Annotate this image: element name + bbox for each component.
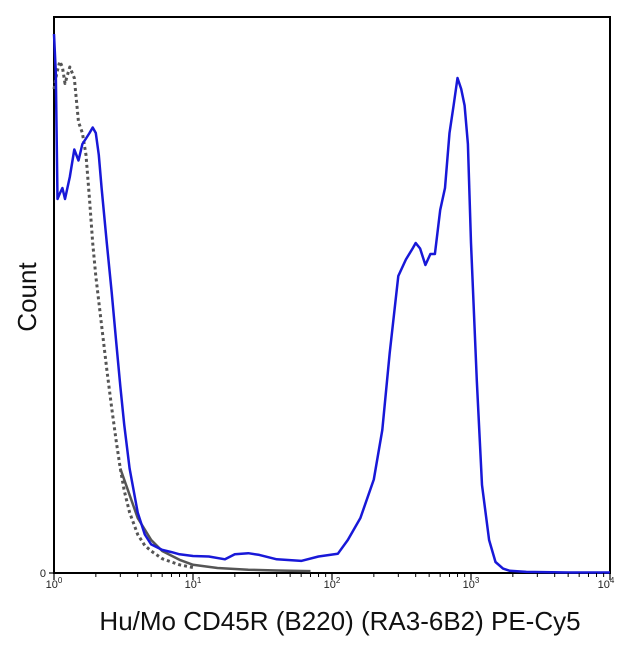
x-axis-title: Hu/Mo CD45R (B220) (RA3-6B2) PE-Cy5 xyxy=(99,606,580,636)
series-line-2 xyxy=(119,468,311,573)
y-tick-label: 0 xyxy=(40,568,46,580)
x-tick-label: 102 xyxy=(324,576,341,591)
y-axis-ticks: 0 xyxy=(40,568,54,580)
series-line-1 xyxy=(52,60,194,569)
series-layer xyxy=(52,33,610,574)
series-line-3 xyxy=(52,33,610,574)
x-tick-label: 101 xyxy=(185,576,202,591)
x-tick-label: 100 xyxy=(46,576,63,591)
x-axis-ticks: 100 101 102 103 104 xyxy=(46,573,615,591)
y-axis-title: Count xyxy=(12,262,42,332)
plot-frame xyxy=(53,16,611,574)
x-tick-label: 103 xyxy=(463,576,480,591)
x-tick-label: 104 xyxy=(598,576,615,591)
